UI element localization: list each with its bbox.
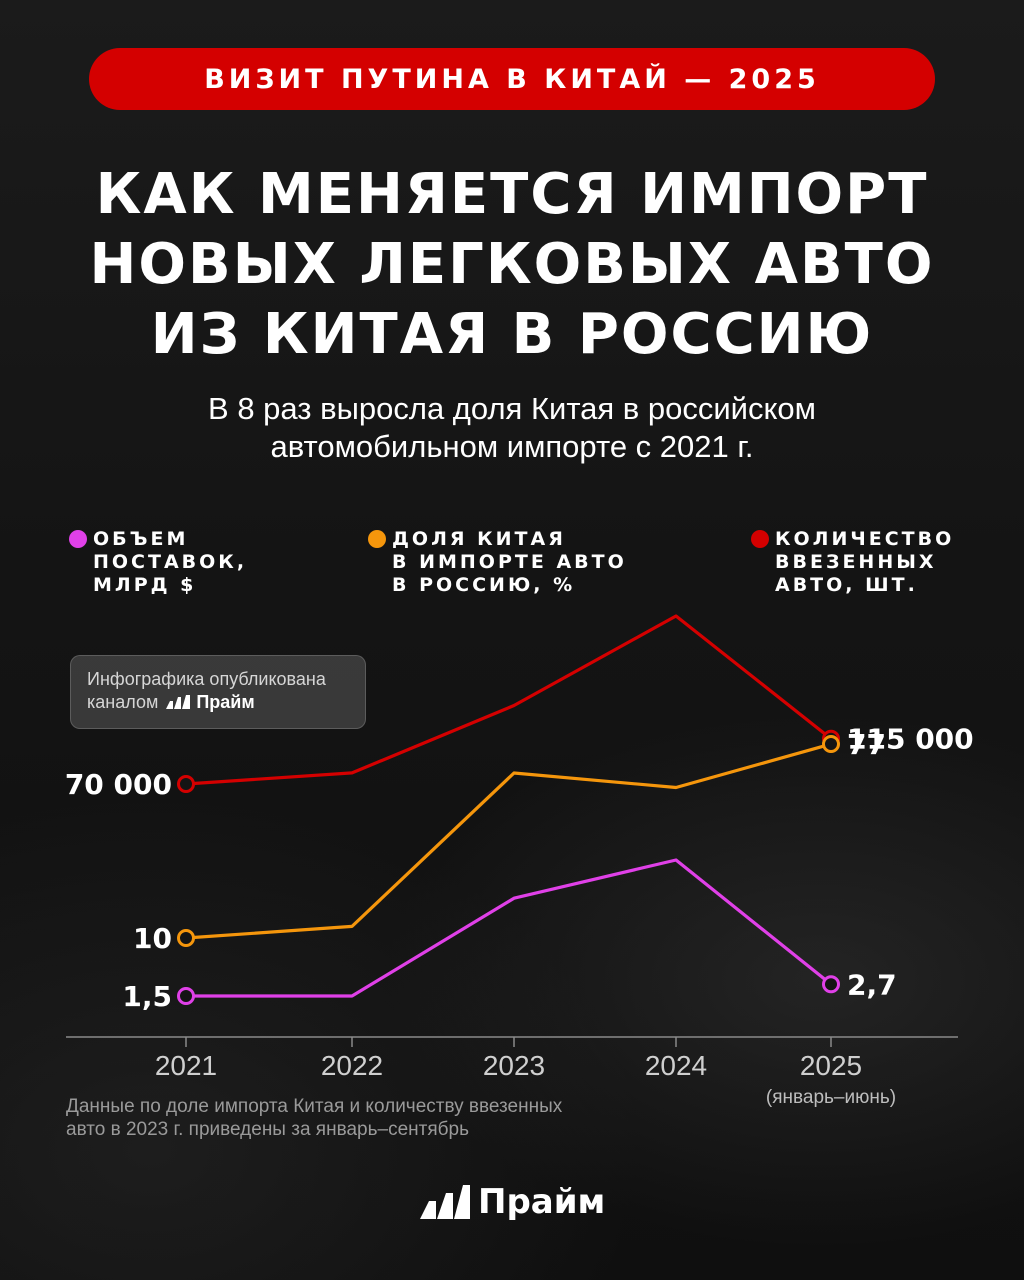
published-note: Инфографика опубликована каналом Прайм bbox=[70, 655, 366, 729]
series-2-end-label: 2,7 bbox=[847, 968, 897, 1001]
x-tick-label-2023: 2023 bbox=[483, 1050, 545, 1081]
footer-brand: Прайм bbox=[478, 1182, 606, 1222]
prime-logo-icon bbox=[166, 695, 191, 709]
x-tick-label-2021: 2021 bbox=[155, 1050, 217, 1081]
x-tick-label-2022: 2022 bbox=[321, 1050, 383, 1081]
title-line-2: НОВЫХ ЛЕГКОВЫХ АВТО bbox=[89, 232, 935, 297]
legend-volume-line-3: МЛРД $ bbox=[93, 574, 197, 596]
note-prefix: каналом bbox=[87, 692, 159, 712]
footnote: Данные по доле импорта Китая и количеств… bbox=[66, 1095, 666, 1141]
series-0-point-2021 bbox=[177, 775, 195, 793]
legend-item-share: ДОЛЯ КИТАЯ В ИМПОРТЕ АВТО В РОССИЮ, % bbox=[368, 528, 627, 597]
legend-item-volume: ОБЪЕМ ПОСТАВОК, МЛРД $ bbox=[69, 528, 248, 597]
footer-logo: Прайм bbox=[420, 1182, 605, 1222]
series-1-point-2025 bbox=[822, 735, 840, 754]
footnote-line-2: авто в 2023 г. приведены за январь–сентя… bbox=[66, 1119, 469, 1140]
x-tick-sublabel-2025: (январь–июнь) bbox=[766, 1087, 896, 1108]
title-line-1: КАК МЕНЯЕТСЯ ИМПОРТ bbox=[95, 162, 929, 227]
page-subtitle: В 8 раз выросла доля Китая в российском … bbox=[0, 390, 1024, 466]
subtitle-line-2: автомобильном импорте с 2021 г. bbox=[270, 429, 754, 464]
page-title: КАК МЕНЯЕТСЯ ИМПОРТ НОВЫХ ЛЕГКОВЫХ АВТО … bbox=[0, 160, 1024, 370]
banner-text: ВИЗИТ ПУТИНА В КИТАЙ — 2025 bbox=[204, 63, 820, 95]
legend-dot-share bbox=[368, 530, 386, 548]
series-2-point-2025 bbox=[822, 975, 840, 994]
legend-volume-line-2: ПОСТАВОК, bbox=[93, 551, 248, 573]
title-line-3: ИЗ КИТАЯ В РОССИЮ bbox=[150, 302, 874, 367]
note-line-2: каналом Прайм bbox=[87, 691, 349, 714]
series-2-start-label: 1,5 bbox=[122, 980, 172, 1013]
legend-item-count: КОЛИЧЕСТВО ВВЕЗЕННЫХ АВТО, ШТ. bbox=[751, 528, 955, 597]
legend-share-line-2: В ИМПОРТЕ АВТО bbox=[392, 551, 627, 573]
series-1-point-2021 bbox=[177, 929, 195, 947]
note-brand: Прайм bbox=[196, 692, 255, 712]
legend-share-line-3: В РОССИЮ, % bbox=[392, 574, 576, 596]
series-line-1 bbox=[185, 742, 832, 940]
legend-count-line-2: ВВЕЗЕННЫХ bbox=[775, 551, 937, 573]
series-2-point-2021 bbox=[177, 987, 195, 1005]
legend-count-line-1: КОЛИЧЕСТВО bbox=[775, 528, 955, 550]
series-line-0 bbox=[185, 614, 832, 786]
note-line-1: Инфографика опубликована bbox=[87, 669, 326, 689]
subtitle-line-1: В 8 раз выросла доля Китая в российском bbox=[208, 391, 816, 426]
legend-dot-count bbox=[751, 530, 769, 548]
legend-share-line-1: ДОЛЯ КИТАЯ bbox=[392, 528, 566, 550]
legend-count-line-3: АВТО, ШТ. bbox=[775, 574, 918, 596]
series-1-start-label: 10 bbox=[133, 922, 172, 955]
x-tick-label-2024: 2024 bbox=[645, 1050, 707, 1081]
series-0-end-label: 115 000 bbox=[847, 723, 974, 756]
legend-dot-volume bbox=[69, 530, 87, 548]
series-line-2 bbox=[186, 858, 833, 998]
prime-logo-icon bbox=[420, 1185, 470, 1219]
footnote-line-1: Данные по доле импорта Китая и количеств… bbox=[66, 1096, 563, 1117]
x-tick-label-2025: 2025 bbox=[800, 1050, 862, 1081]
series-1-end-label: 77 bbox=[847, 728, 886, 761]
legend-volume-line-1: ОБЪЕМ bbox=[93, 528, 189, 550]
series-0-start-label: 70 000 bbox=[65, 768, 172, 801]
header-banner: ВИЗИТ ПУТИНА В КИТАЙ — 2025 bbox=[89, 48, 935, 110]
